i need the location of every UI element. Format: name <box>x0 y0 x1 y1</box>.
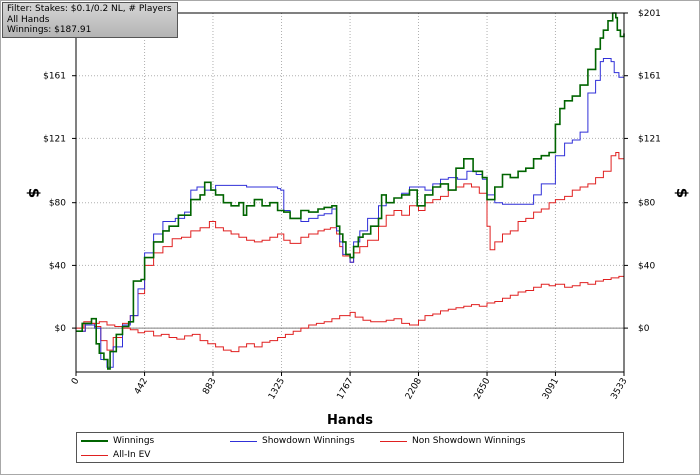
y-tick-label-left: $0 <box>55 324 67 334</box>
y-axis-label-right: $ <box>673 188 691 198</box>
y-axis-label-left: $ <box>25 188 43 198</box>
filter-info-box: Filter: Stakes: $0.1/0.2 NL, # Players A… <box>2 2 178 38</box>
x-tick-label: 2650 <box>473 376 493 401</box>
x-tick-label: 883 <box>201 377 218 397</box>
y-tick-label-right: $121 <box>638 134 661 144</box>
x-axis-label: Hands <box>327 413 373 428</box>
series-line-winnings <box>76 12 625 370</box>
y-tick-label-left: $161 <box>43 72 66 82</box>
legend-item-all-in-ev: All-In EV <box>81 449 150 461</box>
x-tick-label: 3533 <box>609 377 629 402</box>
filter-line: Filter: Stakes: $0.1/0.2 NL, # Players <box>7 4 172 14</box>
x-tick-label: 1325 <box>267 377 287 402</box>
y-tick-label-right: $40 <box>638 261 655 271</box>
hands-line: All Hands <box>7 14 50 25</box>
x-tick-label: 2208 <box>404 376 424 401</box>
legend-swatch-showdown-winnings <box>230 440 257 442</box>
x-tick-label: 1767 <box>336 377 356 402</box>
y-tick-label-left: $80 <box>49 199 66 209</box>
y-tick-label-right: $201 <box>638 9 661 19</box>
y-tick-label-right: $80 <box>638 199 655 209</box>
legend-label-winnings: Winnings <box>113 436 155 446</box>
legend-swatch-winnings <box>81 440 108 442</box>
series-line-non-showdown-winnings <box>76 273 625 353</box>
x-tick-label: 0 <box>70 376 82 386</box>
legend-label-non-showdown-winnings: Non Showdown Winnings <box>412 436 526 446</box>
legend-swatch-all-in-ev <box>81 454 108 456</box>
x-tick-label: 3091 <box>541 377 561 402</box>
y-tick-label-right: $0 <box>638 324 650 334</box>
legend-label-all-in-ev: All-In EV <box>113 450 151 460</box>
legend-item-winnings: Winnings <box>81 435 154 447</box>
legend-item-non-showdown-winnings: Non Showdown Winnings <box>380 435 525 447</box>
chart-legend: Winnings Showdown Winnings Non Showdown … <box>76 432 624 463</box>
y-tick-label-right: $161 <box>638 72 661 82</box>
y-tick-label-left: $121 <box>43 134 66 144</box>
legend-swatch-non-showdown-winnings <box>380 440 407 442</box>
legend-label-showdown-winnings: Showdown Winnings <box>262 436 355 446</box>
legend-item-showdown-winnings: Showdown Winnings <box>230 435 355 447</box>
y-tick-label-left: $40 <box>49 261 66 271</box>
series-line-showdown-winnings <box>76 58 625 368</box>
winnings-line: Winnings: $187.91 <box>7 25 92 35</box>
x-tick-label: 442 <box>133 377 150 397</box>
